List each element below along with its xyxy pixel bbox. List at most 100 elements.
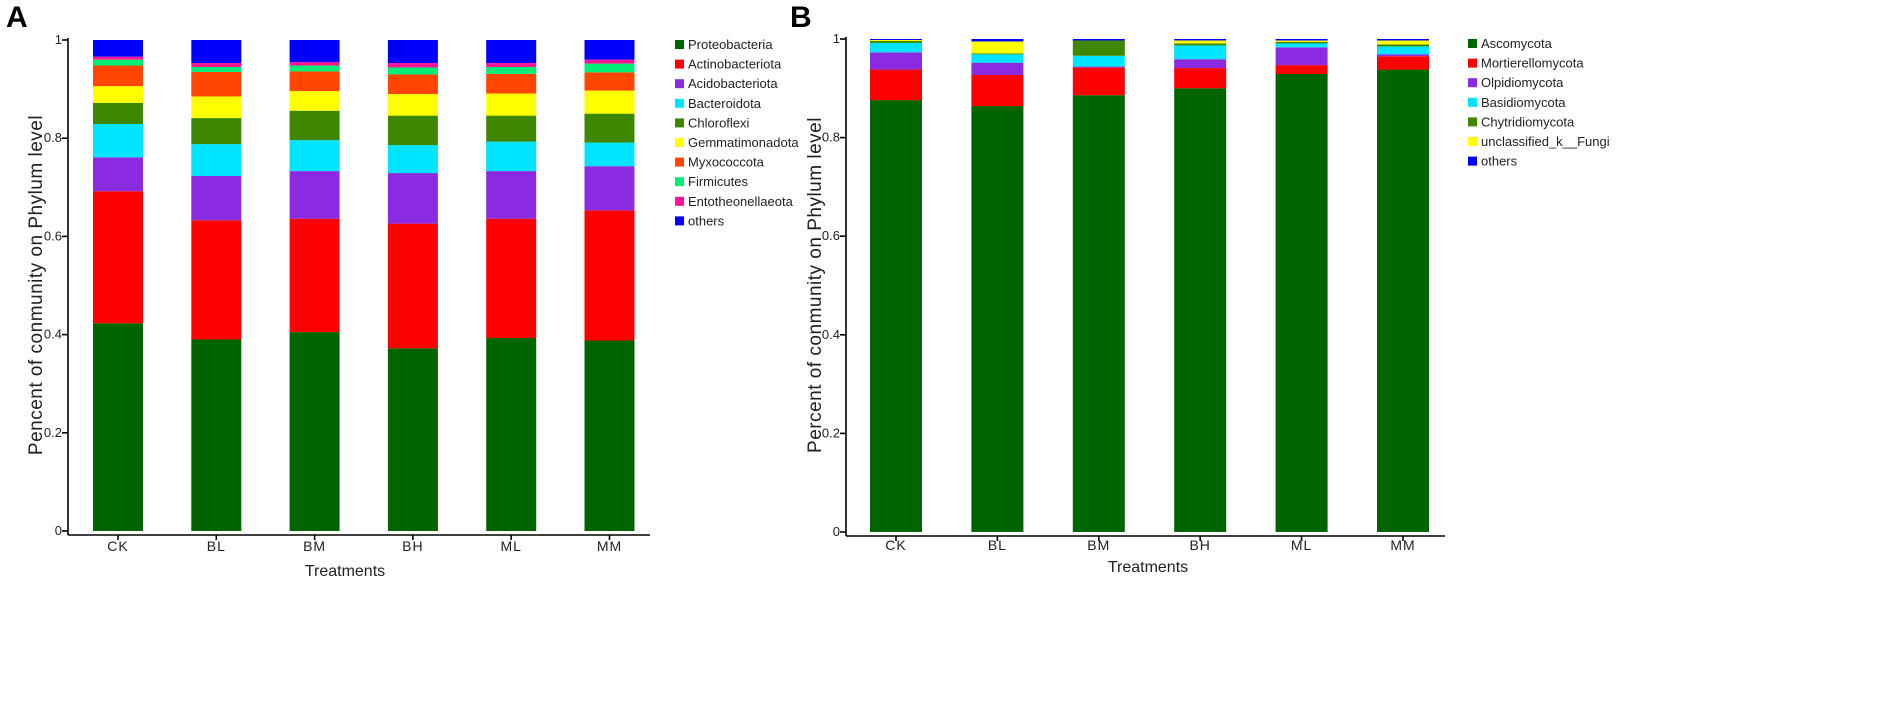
panel-a-legend: Proteobacteria Actinobacteriota Acidobacte… bbox=[675, 37, 799, 228]
panel-a-bar-bm-others bbox=[289, 40, 340, 63]
panel-b-bar-mm-unclassified-k-fungi bbox=[1377, 40, 1429, 45]
panel-b-legend-swatch-unclassified-k-fungi bbox=[1468, 137, 1477, 146]
panel-b-y-tick-label-3: 0.6 bbox=[822, 228, 840, 243]
panel-a-legend-swatch-myxococcota bbox=[675, 157, 684, 167]
panel-a-bar-ml-myxococcota bbox=[486, 73, 537, 94]
panel-b-bar-bl-chytridiomycota bbox=[971, 53, 1024, 55]
panel-b-legend-label-ascomycota: Ascomycota bbox=[1481, 36, 1553, 51]
panel-b-bar-bh-olpidiomycota bbox=[1174, 59, 1227, 69]
panel-b-bar-ml-basidiomycota bbox=[1275, 43, 1328, 48]
panel-b-legend-label-others: others bbox=[1481, 154, 1518, 169]
panel-b-bar-ml-chytridiomycota bbox=[1275, 41, 1328, 44]
panel-a-bar-ml-gemmatimonadota bbox=[486, 93, 537, 116]
panel-b-bar-ck-basidiomycota bbox=[870, 42, 922, 53]
panel-a-bar-bh-others bbox=[387, 40, 438, 64]
panel-a-bar-bm-bacteroidota bbox=[289, 140, 340, 172]
panel-a-bar-bm-actinobacteriota bbox=[289, 218, 340, 333]
panel-a-legend-label-acidobacteriota: Acidobacteriota bbox=[688, 76, 778, 91]
panel-a-bar-bm-gemmatimonadota bbox=[289, 91, 340, 111]
panel-a-bar-bl-entotheonellaeota bbox=[191, 63, 242, 68]
panel-a-legend-label-bacteroidota: Bacteroidota bbox=[688, 96, 762, 111]
panel-a-bar-ck-gemmatimonadota bbox=[93, 86, 143, 103]
panel-b-bar-bm-ascomycota bbox=[1072, 95, 1125, 532]
panel-a-y-tick-label-4: 0.8 bbox=[44, 130, 62, 145]
panel-a-bar-bh-bacteroidota bbox=[387, 145, 438, 174]
panel-a-bar-bh-firmicutes bbox=[387, 67, 438, 75]
panel-b-bar-bh-ascomycota bbox=[1174, 88, 1227, 533]
panel-b-x-axis-title: Treatments bbox=[1108, 559, 1188, 576]
panel-a-bar-mm-bacteroidota bbox=[584, 142, 635, 167]
panel-a-y-axis-title: Pencent of conmunity on Phylum level bbox=[26, 115, 47, 455]
panel-a-bar-ck-myxococcota bbox=[93, 65, 143, 87]
panel-a-legend-swatch-acidobacteriota bbox=[675, 79, 684, 89]
panel-b-x-tick-label-ck: CK bbox=[885, 537, 906, 553]
panel-a-bar-bl-others bbox=[191, 40, 242, 64]
panel-a-bar-bl-bacteroidota bbox=[191, 144, 242, 177]
panel-b-label: B bbox=[790, 1, 812, 34]
panel-b-legend-label-basidiomycota: Basidiomycota bbox=[1481, 95, 1566, 110]
panel-a-legend-swatch-entotheonellaeota bbox=[675, 196, 684, 206]
panel-a-bar-bl-acidobacteriota bbox=[191, 176, 242, 221]
panel-a-bar-ck-firmicutes bbox=[93, 59, 143, 66]
panel-a-bar-bh-entotheonellaeota bbox=[387, 63, 438, 68]
panel-b-legend-swatch-others bbox=[1468, 156, 1477, 166]
panel-a-bar-ck-bacteroidota bbox=[93, 123, 143, 158]
panel-a-legend-label-actinobacteriota: Actinobacteriota bbox=[688, 57, 782, 72]
panel-b-bar-bl-mortierellomycota bbox=[971, 74, 1024, 107]
panel-b-bar-bl-ascomycota bbox=[971, 106, 1024, 533]
panel-a-legend-swatch-gemmatimonadota bbox=[675, 138, 684, 147]
panel-b-bar-bh-basidiomycota bbox=[1174, 45, 1227, 60]
panel-a-bar-mm-myxococcota bbox=[584, 72, 635, 91]
panel-b: B CK BL BM BH ML MM 0 0.2 0.4 0.6 0.8 1 Treatments Per… bbox=[790, 1, 1610, 576]
panel-a-bar-bl-gemmatimonadota bbox=[191, 96, 242, 119]
panel-a-legend-label-proteobacteria: Proteobacteria bbox=[688, 37, 773, 52]
panel-a-legend-label-firmicutes: Firmicutes bbox=[688, 174, 748, 189]
panel-a-y-tick-label-3: 0.6 bbox=[44, 228, 62, 243]
panel-b-bar-bl-others bbox=[971, 39, 1024, 42]
panel-b-bar-bm-mortierellomycota bbox=[1072, 67, 1125, 96]
panel-a-bar-bl-myxococcota bbox=[191, 71, 242, 97]
panel-a-bar-bl-chloroflexi bbox=[191, 118, 242, 145]
panel-b-x-tick-label-bl: BL bbox=[988, 537, 1007, 553]
panel-a-bar-mm-entotheonellaeota bbox=[584, 59, 635, 64]
panel-a-legend-swatch-actinobacteriota bbox=[675, 59, 684, 69]
panel-b-legend-swatch-olpidiomycota bbox=[1468, 78, 1477, 88]
panel-b-bar-bm-others bbox=[1072, 39, 1125, 41]
panel-b-bar-bm-olpidiomycota bbox=[1072, 66, 1125, 68]
panel-a-legend-swatch-proteobacteria bbox=[675, 40, 684, 49]
panel-a-bar-bl-firmicutes bbox=[191, 67, 242, 72]
panel-a-bar-bh-acidobacteriota bbox=[387, 173, 438, 224]
panel-a: A CK BL BM BH ML MM 0 0.2 0.4 0.6 0.8 1 Treatments Pen… bbox=[6, 1, 799, 580]
panel-a-bar-ck-others bbox=[93, 40, 143, 57]
panel-a-y-tick-label-5: 1 bbox=[55, 32, 62, 47]
panel-a-legend-label-others: others bbox=[688, 213, 725, 228]
panel-b-bar-mm-chytridiomycota bbox=[1377, 44, 1429, 47]
panel-b-y-tick-label-1: 0.2 bbox=[822, 425, 840, 440]
panel-a-bar-bl-proteobacteria bbox=[191, 339, 242, 531]
panel-b-bar-ck-chytridiomycota bbox=[870, 40, 922, 43]
panel-a-legend-label-gemmatimonadota: Gemmatimonadota bbox=[688, 135, 799, 150]
panel-b-bar-bl-unclassified-k-fungi bbox=[971, 41, 1024, 54]
panel-a-legend-swatch-firmicutes bbox=[675, 177, 684, 187]
panel-b-bar-bl-olpidiomycota bbox=[971, 62, 1024, 75]
panel-b-bar-ck-unclassified-k-fungi bbox=[870, 39, 922, 41]
panel-b-legend-swatch-basidiomycota bbox=[1468, 97, 1477, 107]
panel-b-bar-mm-ascomycota bbox=[1377, 69, 1429, 532]
panel-a-bar-ml-firmicutes bbox=[486, 67, 537, 74]
panel-a-bar-mm-chloroflexi bbox=[584, 113, 635, 143]
panel-a-legend-swatch-bacteroidota bbox=[675, 98, 684, 108]
panel-a-bar-ml-proteobacteria bbox=[486, 338, 537, 531]
panel-a-legend-label-entotheonellaeota: Entotheonellaeota bbox=[688, 194, 794, 209]
panel-a-x-tick-label-bm: BM bbox=[303, 538, 326, 554]
panel-b-legend-swatch-chytridiomycota bbox=[1468, 117, 1477, 127]
panel-b-legend-label-unclassified-k-fungi: unclassified_k__Fungi bbox=[1481, 134, 1610, 149]
panel-a-bar-ml-others bbox=[486, 40, 537, 64]
panel-b-x-tick-label-mm: MM bbox=[1390, 537, 1415, 553]
panel-b-legend-label-chytridiomycota: Chytridiomycota bbox=[1481, 114, 1575, 129]
panel-b-y-tick-label-4: 0.8 bbox=[822, 130, 840, 145]
panel-b-bar-bm-basidiomycota bbox=[1072, 55, 1125, 67]
panel-a-bar-mm-firmicutes bbox=[584, 63, 635, 73]
panel-a-y-tick-label-0: 0 bbox=[55, 523, 62, 538]
panel-b-y-tick-label-5: 1 bbox=[833, 31, 840, 46]
